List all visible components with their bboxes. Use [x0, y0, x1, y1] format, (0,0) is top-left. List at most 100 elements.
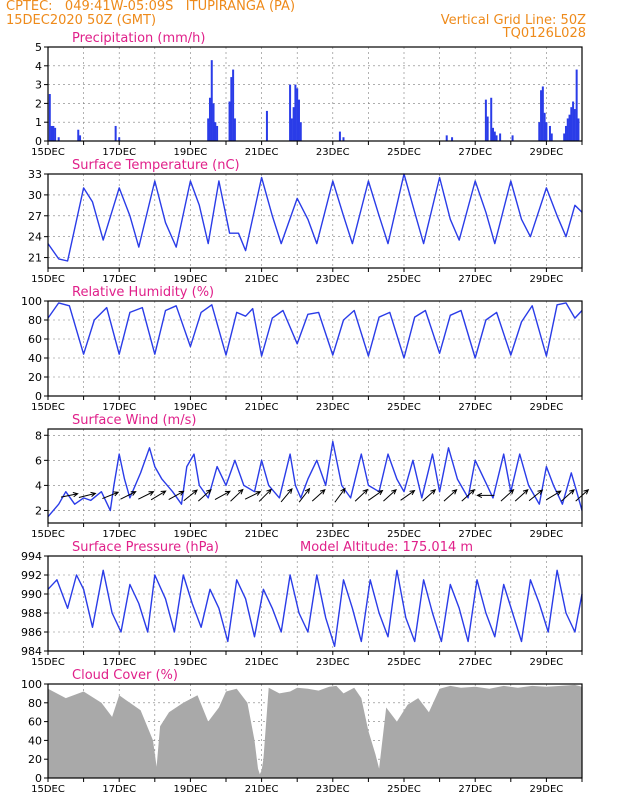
precip-xtick-label: 27DEC: [458, 147, 492, 158]
pressure-ytick-label: 986: [21, 626, 42, 639]
precip-bar: [493, 131, 496, 141]
precip-bar: [52, 125, 55, 141]
wind-vector: [138, 491, 155, 500]
wind-ytick-label: 4: [35, 479, 42, 492]
precip-ytick-label: 4: [35, 60, 42, 73]
wind-vector: [150, 490, 167, 501]
precip-bar: [445, 135, 448, 141]
precip-bar: [484, 99, 487, 141]
wind-vector: [102, 491, 120, 500]
cloud-ytick-label: 40: [28, 734, 42, 747]
wind-vector: [60, 492, 79, 498]
pressure-line: [47, 569, 583, 647]
humidity-xtick-label: 29DEC: [530, 402, 564, 413]
cloud-ytick-label: 0: [35, 772, 42, 785]
cloud-xtick-label: 25DEC: [387, 784, 421, 795]
wind-vector: [244, 491, 262, 500]
precip-bar: [511, 135, 514, 141]
precip-bar: [212, 103, 215, 141]
humidity-xtick-label: 23DEC: [316, 402, 350, 413]
precip-bar: [575, 69, 578, 141]
precip-bar: [495, 135, 498, 141]
pressure-xtick-label: 23DEC: [316, 657, 350, 668]
wind-xtick-label: 15DEC: [31, 529, 65, 540]
wind-panel: 2 4 6 8 15DEC 17DEC 19DEC 21DEC 23DEC 25DEC 27DEC 2…: [31, 413, 590, 540]
precip-bar: [289, 84, 292, 141]
wind-vector: [528, 489, 544, 502]
humidity-ytick-label: 60: [28, 333, 42, 346]
wind-vector: [258, 488, 272, 502]
wind-title: Surface Wind (m/s): [72, 413, 196, 428]
wind-xtick-label: 25DEC: [387, 529, 421, 540]
cloud-ytick-label: 100: [21, 678, 42, 691]
precip-bar: [48, 94, 51, 141]
wind-line: [47, 440, 583, 518]
cloud-xtick-label: 15DEC: [31, 784, 65, 795]
precip-bar: [573, 109, 576, 141]
precip-bar: [563, 133, 566, 141]
cloud-xtick-label: 17DEC: [102, 784, 136, 795]
precip-bar: [499, 133, 502, 141]
pressure-annotation: Model Altitude: 175.014 m: [300, 540, 473, 555]
precip-ytick-label: 5: [35, 41, 42, 54]
cloud-area: [48, 684, 582, 778]
wind-vector: [545, 490, 562, 501]
precip-frame: [47, 46, 583, 142]
precip-bar: [550, 133, 553, 141]
precip-bar: [543, 112, 546, 141]
humidity-xtick-label: 17DEC: [102, 402, 136, 413]
header-run-date: 15DEC2020 50Z (GMT): [6, 13, 157, 28]
temperature-xtick-label: 21DEC: [245, 274, 279, 285]
wind-xtick-label: 29DEC: [530, 529, 564, 540]
wind-vector: [280, 488, 293, 503]
temperature-panel: 21 24 27 30 33 15DEC 17DEC 19DEC 21DEC 23DEC 25DEC…: [28, 158, 583, 285]
wind-vector: [230, 488, 244, 502]
humidity-xtick-label: 15DEC: [31, 402, 65, 413]
wind-vector: [354, 488, 369, 502]
precip-title: Precipitation (mm/h): [72, 31, 205, 46]
pressure-ytick-label: 988: [21, 607, 42, 620]
precip-bar: [292, 107, 295, 141]
precip-bar: [114, 125, 117, 141]
cloud-panel: 0 20 40 60 80 100 15DEC 17DEC 19DEC 21DEC 23DEC 25D…: [21, 668, 583, 795]
temperature-line: [47, 173, 583, 262]
temperature-title: Surface Temperature (nC): [72, 158, 240, 173]
wind-vector: [500, 488, 515, 502]
precip-bar: [342, 137, 345, 141]
temperature-xtick-label: 29DEC: [530, 274, 564, 285]
precip-bar: [545, 122, 548, 141]
cloud-ytick-label: 80: [28, 697, 42, 710]
pressure-xtick-label: 29DEC: [530, 657, 564, 668]
precip-xtick-label: 29DEC: [530, 147, 564, 158]
pressure-xtick-label: 25DEC: [387, 657, 421, 668]
pressure-ytick-label: 990: [21, 588, 42, 601]
wind-vector: [214, 490, 231, 500]
precip-bar: [566, 118, 569, 141]
humidity-xtick-label: 25DEC: [387, 402, 421, 413]
cloud-frame: [47, 683, 583, 779]
precip-bar: [490, 97, 493, 141]
pressure-frame: [47, 555, 583, 652]
precip-xtick-label: 21DEC: [245, 147, 279, 158]
wind-xtick-label: 23DEC: [316, 529, 350, 540]
wind-vector: [443, 488, 458, 502]
humidity-ytick-label: 0: [35, 390, 42, 403]
precip-bar: [118, 137, 121, 141]
precip-xtick-label: 25DEC: [387, 147, 421, 158]
precip-bar: [228, 101, 231, 141]
pressure-xtick-label: 15DEC: [31, 657, 65, 668]
wind-vector: [514, 488, 529, 502]
cloud-xtick-label: 19DEC: [174, 784, 208, 795]
humidity-xtick-label: 19DEC: [174, 402, 208, 413]
temperature-ytick-label: 21: [28, 252, 42, 265]
wind-vector: [120, 491, 137, 500]
precip-xtick-label: 17DEC: [102, 147, 136, 158]
cloud-ytick-label: 20: [28, 753, 42, 766]
precip-bar: [77, 129, 80, 141]
precip-bar: [492, 127, 494, 141]
cloud-xtick-label: 23DEC: [316, 784, 350, 795]
precip-bar: [230, 77, 233, 141]
wind-ytick-label: 8: [35, 429, 42, 442]
precip-bar: [570, 107, 573, 141]
